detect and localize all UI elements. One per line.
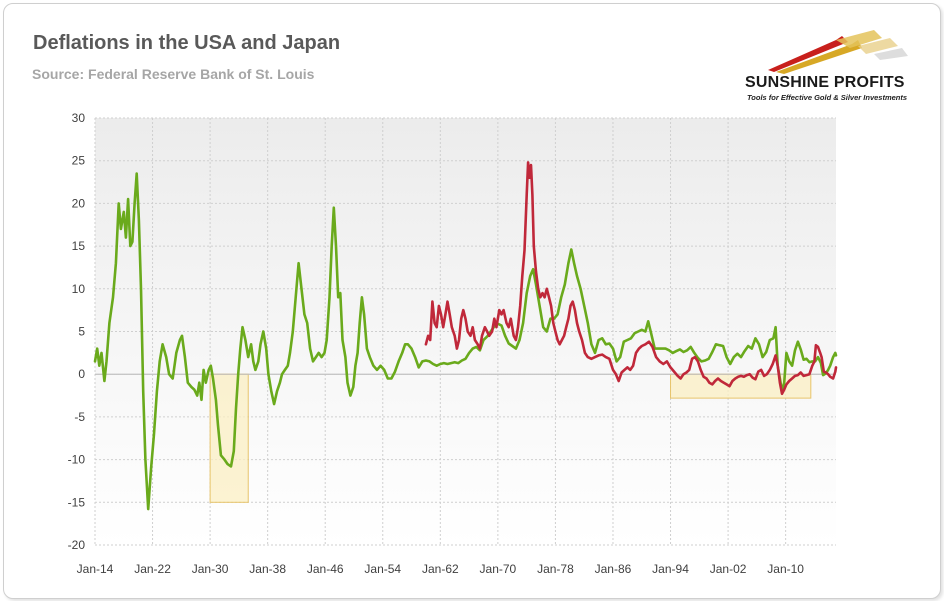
sun-rays-icon (768, 30, 908, 74)
x-tick-label: Jan-14 (77, 562, 114, 576)
x-tick-label: Jan-54 (364, 562, 401, 576)
x-tick-label: Jan-22 (134, 562, 171, 576)
chart-title: Deflations in the USA and Japan (33, 32, 341, 54)
y-tick-label: -20 (68, 538, 86, 552)
x-tick-label: Jan-02 (710, 562, 747, 576)
x-tick-label: Jan-10 (767, 562, 804, 576)
series-lines (93, 161, 838, 511)
chart-subtitle: Source: Federal Reserve Bank of St. Loui… (32, 66, 315, 82)
x-tick-label: Jan-38 (249, 562, 286, 576)
sunshine-profits-logo: SUNSHINE PROFITS Tools for Effective Gol… (740, 26, 920, 106)
y-tick-label: -10 (68, 453, 86, 467)
y-tick-label: -5 (74, 410, 85, 424)
x-tick-label: Jan-94 (652, 562, 689, 576)
x-tick-label: Jan-62 (422, 562, 459, 576)
y-tick-label: 25 (72, 154, 86, 168)
deflation-highlight-box (670, 373, 812, 399)
x-tick-label: Jan-30 (192, 562, 229, 576)
x-tick-label: Jan-78 (537, 562, 574, 576)
x-tick-label: Jan-86 (595, 562, 632, 576)
y-axis-tick-labels: 30 25 20 15 10 5 0 -5 -10 -15 -20 (68, 111, 86, 552)
series-line-1 (93, 172, 838, 511)
y-tick-label: 0 (78, 367, 85, 381)
x-axis-tick-labels: Jan-14 Jan-22 Jan-30 Jan-38 Jan-46 Jan-54 Jan-… (77, 562, 805, 576)
y-tick-label: 30 (72, 111, 86, 125)
logo-tagline: Tools for Effective Gold & Silver Invest… (747, 93, 908, 102)
y-tick-label: 10 (72, 282, 86, 296)
y-tick-label: 20 (72, 196, 86, 210)
x-tick-label: Jan-70 (480, 562, 517, 576)
y-tick-label: 15 (72, 239, 86, 253)
series-line-2 (424, 161, 838, 396)
y-tick-label: -15 (68, 495, 86, 509)
x-tick-label: Jan-46 (307, 562, 344, 576)
y-tick-label: 5 (78, 325, 85, 339)
logo-name: SUNSHINE PROFITS (745, 74, 905, 91)
grid-lines (94, 117, 836, 546)
